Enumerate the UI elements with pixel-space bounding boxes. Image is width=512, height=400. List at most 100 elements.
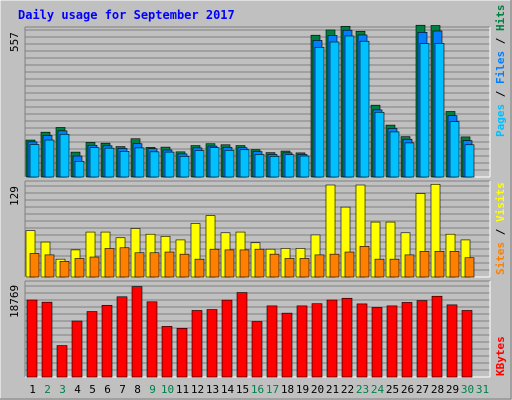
bar-pages-day-23 [359, 40, 370, 178]
x-label-day-3: 3 [59, 383, 66, 396]
bar-kbytes-day-11 [176, 328, 188, 378]
legend-pages-files-hits: Pages / Files / Hits [494, 5, 507, 138]
bar-pages-day-24 [374, 111, 385, 178]
bar-sites-day-17 [269, 253, 280, 278]
bar-pages-day-18 [284, 154, 295, 178]
bar-kbytes-day-2 [41, 301, 53, 378]
legend-kbytes: KBytes [494, 336, 507, 376]
bar-kbytes-day-20 [311, 303, 323, 378]
bar-sites-day-7 [119, 247, 130, 278]
x-label-day-31: 31 [476, 383, 489, 396]
x-label-day-5: 5 [89, 383, 96, 396]
bar-kbytes-day-19 [296, 305, 308, 378]
bar-sites-day-30 [464, 257, 475, 278]
bar-pages-day-15 [239, 149, 250, 178]
panel-kbytes [24, 280, 491, 378]
bar-pages-day-28 [434, 43, 445, 178]
ymax-label-visits: 129 [8, 186, 21, 206]
bar-kbytes-day-22 [341, 297, 353, 378]
x-label-day-16: 16 [251, 383, 264, 396]
bar-pages-day-3 [59, 133, 70, 178]
bar-sites-day-1 [29, 253, 40, 278]
bar-sites-day-24 [374, 258, 385, 278]
x-label-day-29: 29 [446, 383, 459, 396]
bar-pages-day-26 [404, 142, 415, 178]
legend-visits: Visits [494, 182, 507, 222]
bar-kbytes-day-24 [371, 307, 383, 378]
bar-pages-day-7 [119, 151, 130, 178]
bar-sites-day-3 [59, 261, 70, 278]
bar-pages-day-13 [209, 147, 220, 178]
bar-sites-day-4 [74, 258, 85, 278]
legend-hits: Hits [494, 5, 507, 32]
bar-pages-day-4 [74, 160, 85, 178]
ymax-label-kbytes: 18769 [8, 285, 21, 318]
bar-sites-day-2 [44, 254, 55, 278]
x-label-day-20: 20 [311, 383, 324, 396]
bar-kbytes-day-6 [101, 304, 113, 378]
bar-pages-day-9 [149, 151, 160, 178]
x-label-day-6: 6 [104, 383, 111, 396]
bar-sites-day-25 [389, 258, 400, 278]
x-label-day-7: 7 [119, 383, 126, 396]
bar-sites-day-15 [239, 249, 250, 278]
legend-kbytes: KBytes [494, 336, 507, 376]
x-label-day-1: 1 [29, 383, 36, 396]
x-label-day-8: 8 [134, 383, 141, 396]
bar-sites-day-5 [89, 256, 100, 278]
x-label-day-28: 28 [431, 383, 444, 396]
bar-pages-day-27 [419, 43, 430, 178]
x-label-day-30: 30 [461, 383, 474, 396]
bar-pages-day-20 [314, 46, 325, 178]
bar-pages-day-1 [29, 144, 40, 178]
bar-sites-day-13 [209, 248, 220, 278]
bar-kbytes-day-25 [386, 305, 398, 378]
bar-sites-day-11 [179, 253, 190, 278]
x-label-day-22: 22 [341, 383, 354, 396]
bar-pages-day-2 [44, 139, 55, 178]
bar-kbytes-day-17 [266, 305, 278, 378]
bar-kbytes-day-18 [281, 312, 293, 378]
x-axis-labels: 1 2 3 4 5 6 7 8 9 10 11 12 13 14 15 16 17 18 19 20 21 22 23 24 2… [29, 383, 489, 396]
panel-pages-files-hits [24, 24, 491, 178]
bar-pages-day-12 [194, 150, 205, 178]
bar-sites-day-20 [314, 254, 325, 278]
bar-kbytes-day-1 [26, 299, 38, 378]
bar-kbytes-day-16 [251, 321, 263, 378]
bar-pages-day-10 [164, 151, 175, 178]
svg-text:Sites / Visits: Sites / Visits [494, 182, 507, 275]
bar-kbytes-day-10 [161, 326, 173, 378]
bar-kbytes-day-8 [131, 286, 143, 378]
bar-sites-day-18 [284, 258, 295, 278]
bar-pages-day-8 [134, 147, 145, 178]
bar-pages-day-11 [179, 155, 190, 178]
bar-sites-day-9 [149, 252, 160, 278]
bar-pages-day-5 [89, 147, 100, 178]
bar-kbytes-day-9 [146, 301, 158, 378]
bar-kbytes-day-27 [416, 300, 428, 378]
x-label-day-27: 27 [416, 383, 429, 396]
x-label-day-17: 17 [266, 383, 279, 396]
bar-kbytes-day-26 [401, 302, 413, 378]
bar-pages-day-14 [224, 149, 235, 178]
bar-sites-day-12 [194, 258, 205, 278]
x-label-day-18: 18 [281, 383, 294, 396]
x-label-day-2: 2 [44, 383, 51, 396]
x-label-day-23: 23 [356, 383, 369, 396]
x-label-day-4: 4 [74, 383, 81, 396]
panel-visits-sites [24, 180, 491, 278]
bar-pages-day-30 [464, 144, 475, 178]
x-label-day-10: 10 [161, 383, 174, 396]
x-label-day-15: 15 [236, 383, 249, 396]
bar-sites-day-28 [434, 251, 445, 278]
bar-pages-day-25 [389, 131, 400, 178]
legend-visits-sites: Sites / Visits [494, 182, 507, 275]
bar-pages-day-16 [254, 154, 265, 178]
x-label-day-9: 9 [149, 383, 156, 396]
svg-text:Pages / Files / Hits: Pages / Files / Hits [494, 5, 507, 138]
bar-sites-day-26 [404, 254, 415, 278]
bar-kbytes-day-29 [446, 304, 458, 378]
x-label-day-24: 24 [371, 383, 385, 396]
bar-pages-day-19 [299, 155, 310, 178]
